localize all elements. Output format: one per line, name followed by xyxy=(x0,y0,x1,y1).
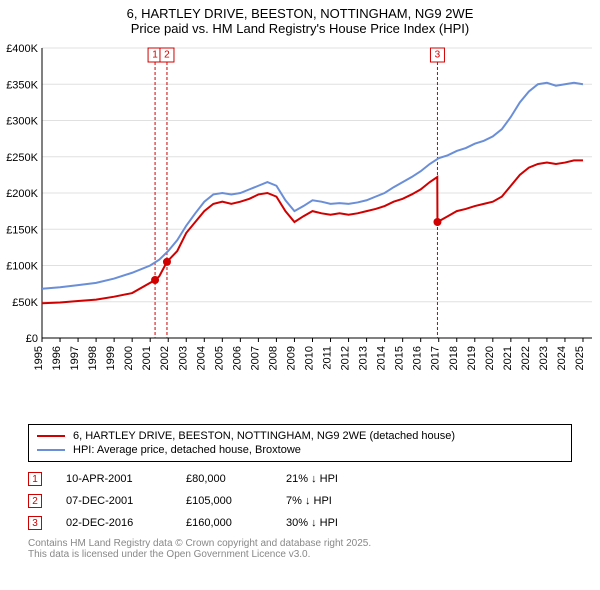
svg-text:2010: 2010 xyxy=(303,346,315,370)
svg-text:1997: 1997 xyxy=(69,346,81,370)
legend-item-price-paid: 6, HARTLEY DRIVE, BEESTON, NOTTINGHAM, N… xyxy=(37,429,563,443)
event-pct: 30% ↓ HPI xyxy=(286,517,406,529)
svg-text:2000: 2000 xyxy=(123,346,135,370)
svg-text:£400K: £400K xyxy=(6,43,38,55)
svg-text:2016: 2016 xyxy=(412,346,424,370)
svg-text:2020: 2020 xyxy=(484,346,496,370)
svg-text:2003: 2003 xyxy=(177,346,189,370)
svg-text:2013: 2013 xyxy=(358,346,370,370)
svg-text:1999: 1999 xyxy=(105,346,117,370)
svg-text:2: 2 xyxy=(164,50,170,61)
event-pct: 7% ↓ HPI xyxy=(286,495,406,507)
svg-text:2011: 2011 xyxy=(322,346,334,370)
svg-text:2021: 2021 xyxy=(502,346,514,370)
event-marker-icon: 1 xyxy=(28,472,42,486)
svg-text:£350K: £350K xyxy=(6,79,38,91)
svg-text:£300K: £300K xyxy=(6,116,38,128)
event-price: £80,000 xyxy=(186,473,286,485)
svg-text:3: 3 xyxy=(435,50,441,61)
svg-text:2018: 2018 xyxy=(448,346,460,370)
svg-text:2007: 2007 xyxy=(249,346,261,370)
event-row: 2 07-DEC-2001 £105,000 7% ↓ HPI xyxy=(28,490,572,512)
event-marker-icon: 3 xyxy=(28,516,42,530)
svg-text:1995: 1995 xyxy=(33,346,45,370)
svg-text:2019: 2019 xyxy=(466,346,478,370)
svg-text:2005: 2005 xyxy=(213,346,225,370)
svg-text:2015: 2015 xyxy=(394,346,406,370)
event-date: 10-APR-2001 xyxy=(66,473,186,485)
chart-container: 6, HARTLEY DRIVE, BEESTON, NOTTINGHAM, N… xyxy=(0,0,600,560)
legend-item-hpi: HPI: Average price, detached house, Brox… xyxy=(37,443,563,457)
svg-text:£50K: £50K xyxy=(12,297,38,309)
chart-svg: £0 £50K £100K £150K £200K £250K £300K £350K £400… xyxy=(0,38,600,418)
legend-label: HPI: Average price, detached house, Brox… xyxy=(73,444,301,456)
footer-line-1: Contains HM Land Registry data © Crown c… xyxy=(28,538,572,549)
svg-text:1: 1 xyxy=(152,50,158,61)
legend-swatch xyxy=(37,449,65,451)
chart-area: £0 £50K £100K £150K £200K £250K £300K £350K £400… xyxy=(0,38,600,418)
svg-text:2014: 2014 xyxy=(376,346,388,370)
svg-text:2024: 2024 xyxy=(556,346,568,370)
event-pct: 21% ↓ HPI xyxy=(286,473,406,485)
svg-text:2017: 2017 xyxy=(430,346,442,370)
svg-text:£0: £0 xyxy=(26,333,38,345)
event-row: 3 02-DEC-2016 £160,000 30% ↓ HPI xyxy=(28,512,572,534)
legend-label: 6, HARTLEY DRIVE, BEESTON, NOTTINGHAM, N… xyxy=(73,430,455,442)
svg-text:2008: 2008 xyxy=(267,346,279,370)
title-line-1: 6, HARTLEY DRIVE, BEESTON, NOTTINGHAM, N… xyxy=(0,6,600,21)
svg-text:1998: 1998 xyxy=(87,346,99,370)
svg-text:2009: 2009 xyxy=(285,346,297,370)
event-marker-icon: 2 xyxy=(28,494,42,508)
svg-text:2025: 2025 xyxy=(574,346,586,370)
svg-text:2012: 2012 xyxy=(340,346,352,370)
svg-text:2022: 2022 xyxy=(520,346,532,370)
svg-text:1996: 1996 xyxy=(51,346,63,370)
event-row: 1 10-APR-2001 £80,000 21% ↓ HPI xyxy=(28,468,572,490)
event-price: £160,000 xyxy=(186,517,286,529)
title-line-2: Price paid vs. HM Land Registry's House … xyxy=(0,21,600,36)
svg-text:2004: 2004 xyxy=(195,346,207,370)
svg-text:2023: 2023 xyxy=(538,346,550,370)
title-block: 6, HARTLEY DRIVE, BEESTON, NOTTINGHAM, N… xyxy=(0,0,600,38)
svg-text:£250K: £250K xyxy=(6,152,38,164)
legend-swatch xyxy=(37,435,65,437)
footer-attribution: Contains HM Land Registry data © Crown c… xyxy=(28,538,572,560)
event-date: 02-DEC-2016 xyxy=(66,517,186,529)
event-price: £105,000 xyxy=(186,495,286,507)
event-date: 07-DEC-2001 xyxy=(66,495,186,507)
legend: 6, HARTLEY DRIVE, BEESTON, NOTTINGHAM, N… xyxy=(28,424,572,462)
svg-text:2002: 2002 xyxy=(159,346,171,370)
svg-text:£200K: £200K xyxy=(6,188,38,200)
svg-text:£100K: £100K xyxy=(6,261,38,273)
svg-text:2006: 2006 xyxy=(231,346,243,370)
events-table: 1 10-APR-2001 £80,000 21% ↓ HPI 2 07-DEC… xyxy=(28,468,572,534)
footer-line-2: This data is licensed under the Open Gov… xyxy=(28,549,572,560)
svg-text:2001: 2001 xyxy=(141,346,153,370)
svg-text:£150K: £150K xyxy=(6,224,38,236)
